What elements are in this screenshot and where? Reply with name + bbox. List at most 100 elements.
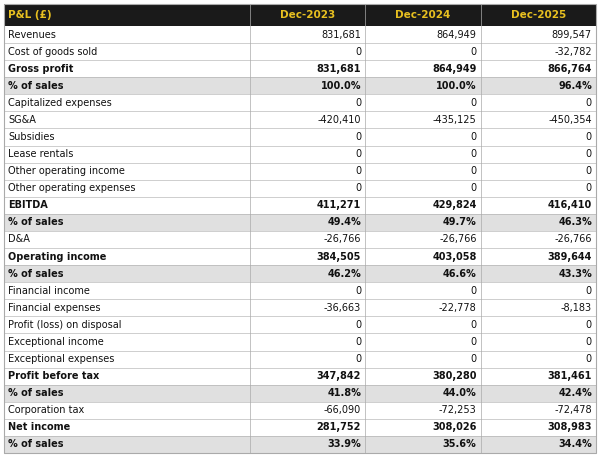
Bar [4, 282, 596, 299]
Text: Operating income: Operating income [8, 252, 106, 261]
Text: 100.0%: 100.0% [436, 81, 476, 91]
Text: 281,752: 281,752 [317, 422, 361, 432]
Bar [4, 385, 596, 402]
Text: 308,983: 308,983 [548, 422, 592, 432]
Text: P&L (£): P&L (£) [8, 10, 52, 20]
Text: 864,949: 864,949 [437, 30, 476, 40]
Text: 0: 0 [470, 149, 476, 159]
Text: 0: 0 [470, 320, 476, 330]
Text: 0: 0 [586, 320, 592, 330]
Text: SG&A: SG&A [8, 115, 36, 125]
Text: 0: 0 [470, 183, 476, 193]
Text: Corporation tax: Corporation tax [8, 405, 84, 415]
Text: % of sales: % of sales [8, 388, 64, 398]
Text: Financial expenses: Financial expenses [8, 303, 101, 313]
Text: 384,505: 384,505 [317, 252, 361, 261]
Text: 0: 0 [470, 166, 476, 176]
Text: 0: 0 [470, 354, 476, 364]
Bar [4, 128, 596, 146]
Text: 100.0%: 100.0% [320, 81, 361, 91]
Bar [4, 436, 596, 453]
Text: -26,766: -26,766 [439, 234, 476, 244]
Bar [4, 214, 596, 231]
Bar [4, 265, 596, 282]
Text: Dec-2023: Dec-2023 [280, 10, 335, 20]
Text: 899,547: 899,547 [552, 30, 592, 40]
Text: 0: 0 [470, 286, 476, 296]
Text: 96.4%: 96.4% [558, 81, 592, 91]
Text: 0: 0 [470, 337, 476, 347]
Text: -36,663: -36,663 [324, 303, 361, 313]
Text: 43.3%: 43.3% [558, 269, 592, 279]
Bar [4, 163, 596, 180]
Text: Other operating expenses: Other operating expenses [8, 183, 136, 193]
Bar [4, 231, 596, 248]
Bar [4, 402, 596, 419]
Bar [4, 299, 596, 316]
Text: 46.2%: 46.2% [328, 269, 361, 279]
Text: Financial income: Financial income [8, 286, 90, 296]
Text: -450,354: -450,354 [548, 115, 592, 125]
Text: 347,842: 347,842 [317, 371, 361, 381]
Bar [4, 334, 596, 351]
Text: Exceptional expenses: Exceptional expenses [8, 354, 115, 364]
Text: 0: 0 [355, 286, 361, 296]
Bar [4, 112, 596, 128]
Bar [4, 367, 596, 385]
Text: 0: 0 [586, 337, 592, 347]
Bar [4, 43, 596, 60]
Text: 35.6%: 35.6% [443, 440, 476, 450]
Text: 0: 0 [586, 286, 592, 296]
Bar [4, 4, 596, 26]
Bar [4, 248, 596, 265]
Text: Dec-2024: Dec-2024 [395, 10, 451, 20]
Text: -420,410: -420,410 [317, 115, 361, 125]
Text: 411,271: 411,271 [317, 200, 361, 210]
Text: 864,949: 864,949 [432, 64, 476, 74]
Text: Cost of goods sold: Cost of goods sold [8, 47, 97, 57]
Text: 0: 0 [586, 354, 592, 364]
Text: % of sales: % of sales [8, 269, 64, 279]
Text: 0: 0 [355, 149, 361, 159]
Text: Other operating income: Other operating income [8, 166, 125, 176]
Text: 429,824: 429,824 [432, 200, 476, 210]
Text: 0: 0 [470, 47, 476, 57]
Text: 0: 0 [586, 98, 592, 108]
Text: % of sales: % of sales [8, 218, 64, 228]
Text: 831,681: 831,681 [317, 64, 361, 74]
Text: 381,461: 381,461 [548, 371, 592, 381]
Text: Profit before tax: Profit before tax [8, 371, 99, 381]
Text: 44.0%: 44.0% [443, 388, 476, 398]
Text: Gross profit: Gross profit [8, 64, 73, 74]
Text: 0: 0 [355, 98, 361, 108]
Text: Net income: Net income [8, 422, 70, 432]
Text: 0: 0 [470, 98, 476, 108]
Text: -435,125: -435,125 [433, 115, 476, 125]
Text: 389,644: 389,644 [548, 252, 592, 261]
Text: -8,183: -8,183 [561, 303, 592, 313]
Text: Capitalized expenses: Capitalized expenses [8, 98, 112, 108]
Text: -66,090: -66,090 [324, 405, 361, 415]
Text: 0: 0 [586, 132, 592, 142]
Text: % of sales: % of sales [8, 81, 64, 91]
Text: 308,026: 308,026 [432, 422, 476, 432]
Text: 0: 0 [355, 47, 361, 57]
Text: -72,478: -72,478 [554, 405, 592, 415]
Text: D&A: D&A [8, 234, 30, 244]
Bar [4, 351, 596, 367]
Text: 831,681: 831,681 [321, 30, 361, 40]
Text: 0: 0 [355, 337, 361, 347]
Text: -32,782: -32,782 [554, 47, 592, 57]
Text: 46.6%: 46.6% [443, 269, 476, 279]
Text: 403,058: 403,058 [432, 252, 476, 261]
Text: 33.9%: 33.9% [328, 440, 361, 450]
Text: Lease rentals: Lease rentals [8, 149, 73, 159]
Bar [4, 316, 596, 334]
Text: 46.3%: 46.3% [558, 218, 592, 228]
Text: 0: 0 [355, 320, 361, 330]
Text: Profit (loss) on disposal: Profit (loss) on disposal [8, 320, 121, 330]
Text: Dec-2025: Dec-2025 [511, 10, 566, 20]
Text: 0: 0 [586, 149, 592, 159]
Text: 0: 0 [586, 166, 592, 176]
Text: Revenues: Revenues [8, 30, 56, 40]
